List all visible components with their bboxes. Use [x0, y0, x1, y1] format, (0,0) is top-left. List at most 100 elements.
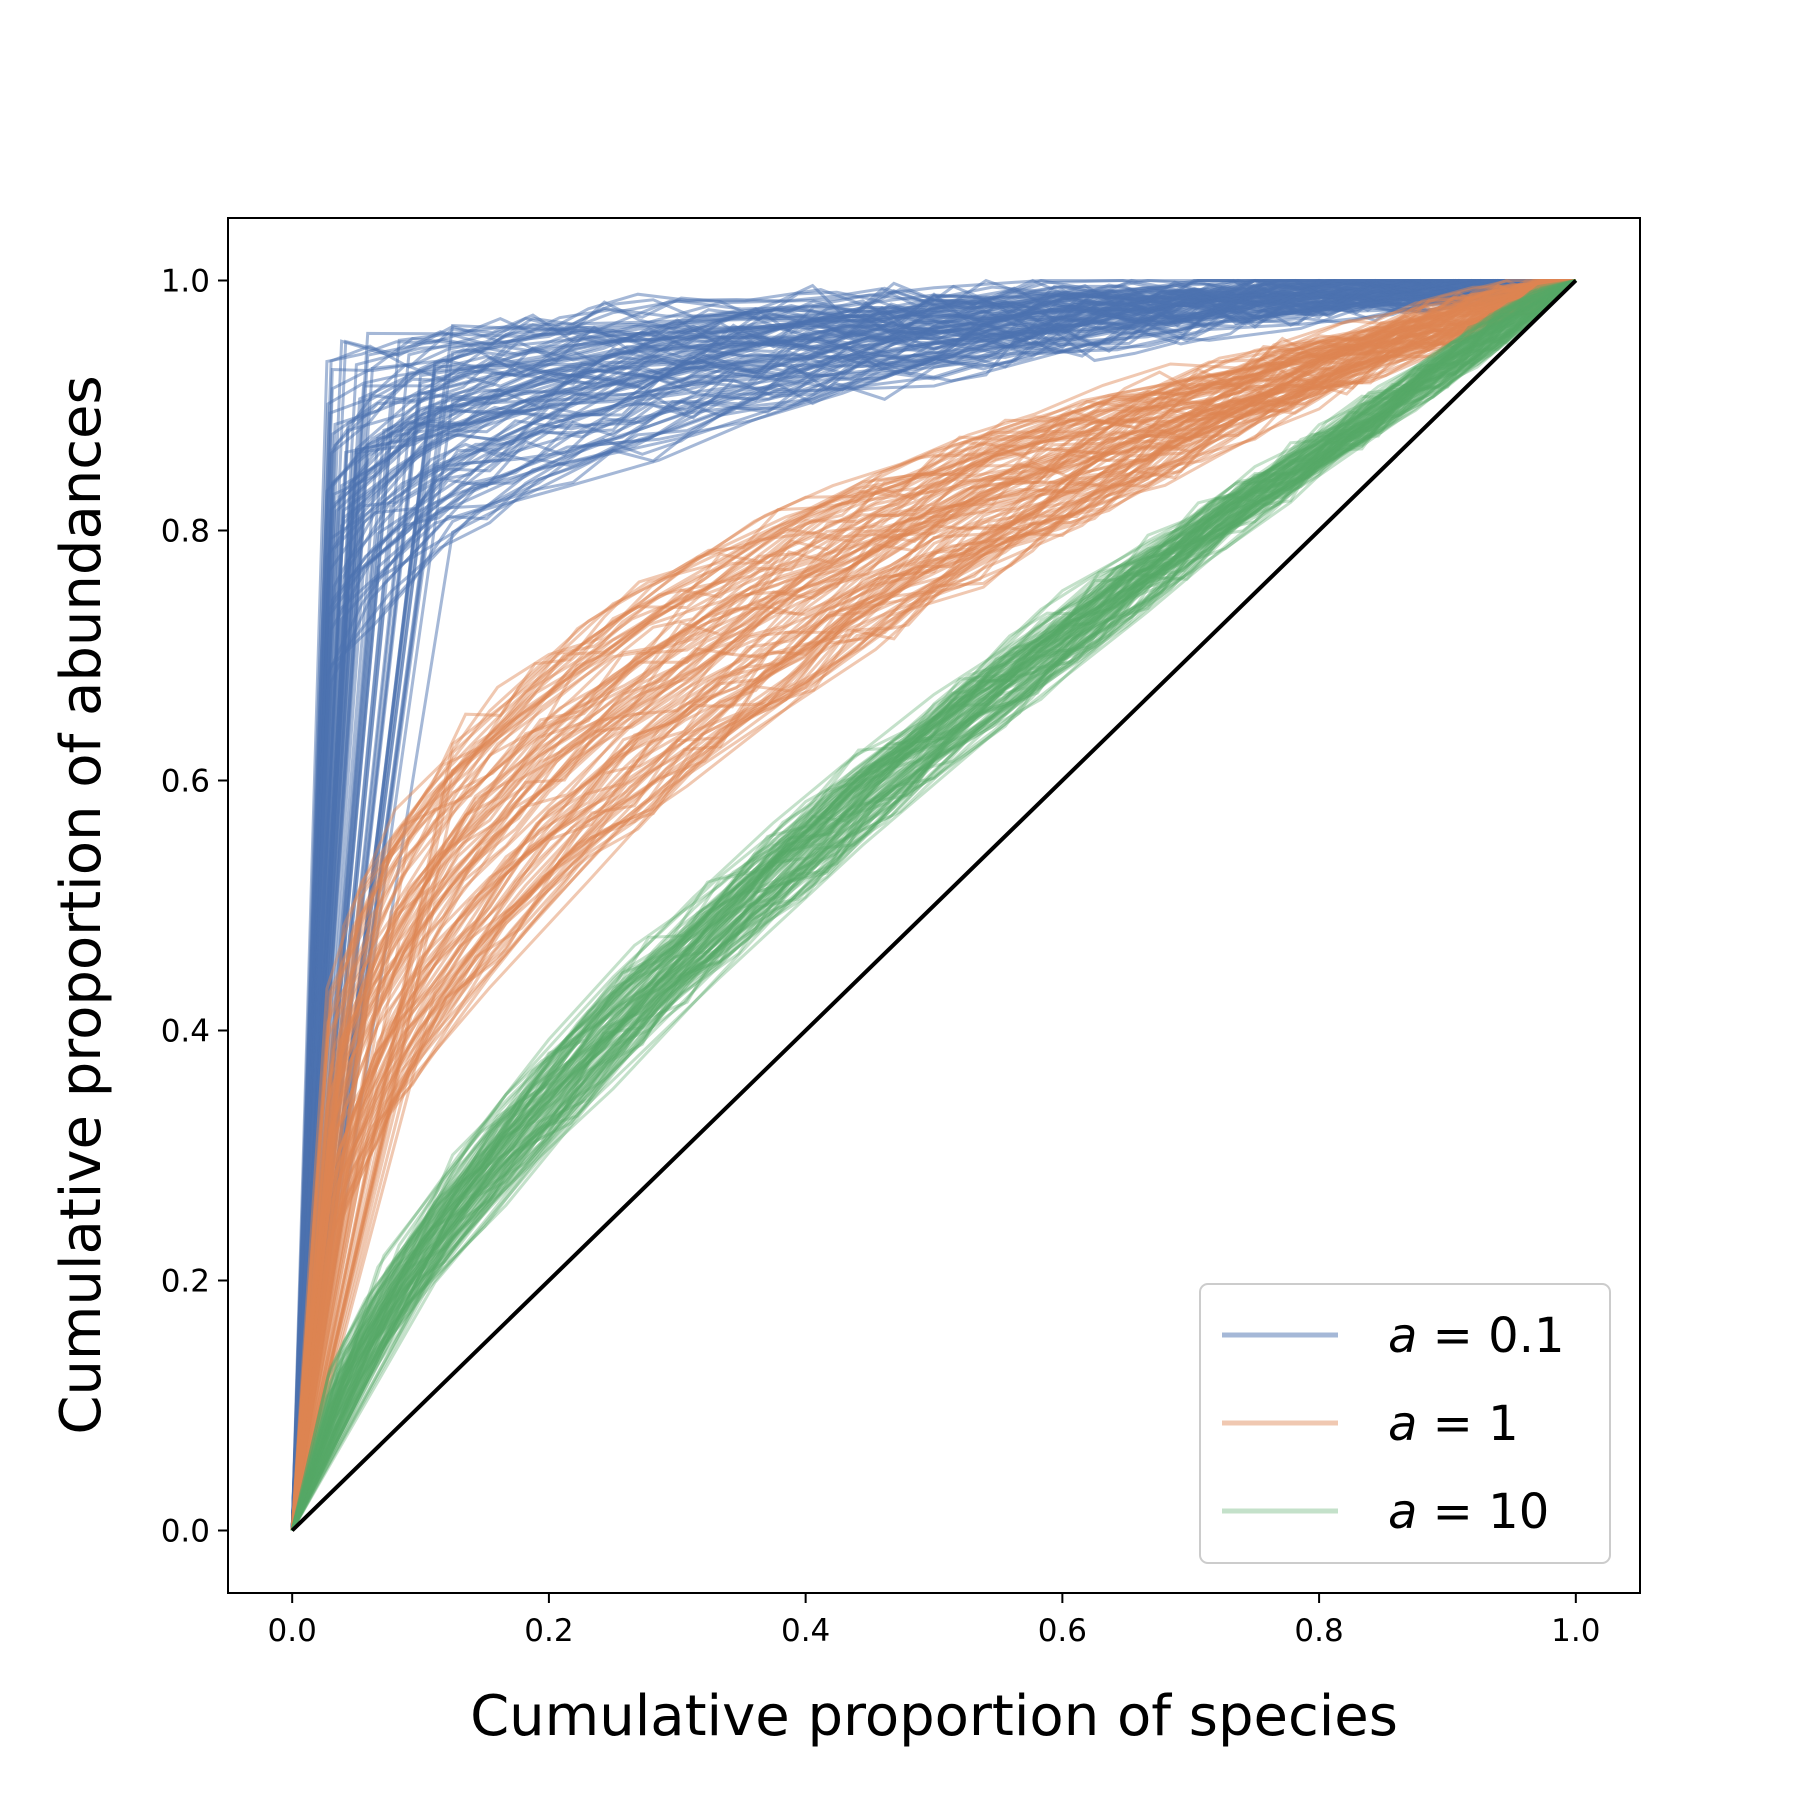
- series-1-run-line: [290, 279, 1576, 1531]
- series-1-run-line: [290, 279, 1577, 1531]
- series-1-run-line: [290, 279, 1577, 1531]
- series-2-run-line: [290, 279, 1577, 1532]
- series-1-run-line: [290, 279, 1577, 1531]
- series-1-run-line: [290, 279, 1577, 1531]
- series-2-run-line: [290, 279, 1577, 1532]
- y-tick-label: 0.4: [161, 1014, 210, 1050]
- y-axis-ticks: 0.0 0.2 0.4 0.6 0.8 1.0: [161, 264, 228, 1550]
- series-0-run-line: [290, 279, 1576, 1531]
- series-2-run-line: [290, 279, 1577, 1531]
- series-2-run-line: [290, 279, 1577, 1531]
- series-1-run-line: [290, 279, 1577, 1531]
- series-1-run-line: [290, 278, 1577, 1531]
- series-2-run-line: [290, 279, 1577, 1531]
- series-2-run-line: [290, 279, 1577, 1531]
- plot-frame: [227, 217, 1641, 1594]
- y-tick-label: 0.0: [161, 1514, 210, 1550]
- series-1-run-line: [290, 279, 1577, 1531]
- series-1-run-line: [290, 279, 1577, 1531]
- series-1-run-line: [290, 279, 1577, 1531]
- series-1-run-line: [290, 279, 1577, 1531]
- series-2-run-line: [290, 279, 1577, 1532]
- series-2-run-line: [290, 279, 1577, 1532]
- series-1-run-line: [290, 279, 1577, 1531]
- series-2-run-line: [290, 279, 1577, 1531]
- series-2-run-line: [290, 279, 1577, 1531]
- series-1-run-line: [290, 279, 1576, 1531]
- series-2-run-line: [290, 279, 1577, 1532]
- series-1-run-line: [290, 279, 1576, 1531]
- series-2-run-line: [290, 279, 1577, 1532]
- series-2-run-line: [290, 279, 1577, 1532]
- series-1-run-line: [290, 279, 1577, 1531]
- series-1-run-line: [290, 279, 1577, 1531]
- series-2-run-line: [290, 279, 1577, 1531]
- y-tick-label: 0.8: [161, 514, 210, 550]
- series-1-run-line: [290, 279, 1577, 1531]
- series-2-run-line: [290, 279, 1577, 1532]
- series-2-run-line: [290, 279, 1577, 1531]
- series-2-run-line: [290, 279, 1577, 1531]
- y-tick-label: 0.6: [161, 764, 210, 800]
- series-2-run-line: [290, 279, 1577, 1532]
- series-2-run-line: [290, 279, 1577, 1531]
- series-2-run-line: [290, 279, 1577, 1532]
- series-2-run-line: [290, 279, 1577, 1532]
- series-1-run-line: [290, 279, 1577, 1531]
- series-2-run-line: [290, 279, 1577, 1532]
- series-1-run-line: [290, 279, 1577, 1531]
- series-2-run-line: [290, 279, 1577, 1532]
- series-1-run-line: [290, 279, 1577, 1531]
- series-2-run-line: [290, 279, 1577, 1531]
- series-1-run-line: [290, 279, 1576, 1531]
- x-tick-label: 0.0: [268, 1613, 317, 1649]
- series-1-run-line: [290, 279, 1576, 1531]
- series-1-run-line: [290, 279, 1577, 1531]
- series-2-run-line: [290, 279, 1577, 1531]
- series-1-run-line: [290, 279, 1577, 1531]
- series-2-run-line: [290, 279, 1577, 1531]
- y-tick-label: 0.2: [161, 1264, 210, 1300]
- series-2-run-line: [290, 279, 1577, 1532]
- series-1-run-line: [290, 279, 1577, 1531]
- series-2-run-line: [290, 279, 1577, 1531]
- series-2-run-line: [290, 279, 1577, 1531]
- series-1-run-line: [290, 279, 1577, 1531]
- series-2-run-line: [290, 279, 1577, 1532]
- curves-layer: [290, 278, 1577, 1532]
- series-2-lines: [290, 279, 1577, 1532]
- series-2-run-line: [290, 279, 1577, 1531]
- series-2-run-line: [290, 279, 1577, 1532]
- series-2-run-line: [290, 279, 1577, 1532]
- series-2-run-line: [290, 279, 1577, 1532]
- series-2-run-line: [290, 279, 1577, 1532]
- series-2-run-line: [290, 279, 1577, 1532]
- series-1-run-line: [290, 279, 1576, 1531]
- series-2-run-line: [290, 279, 1577, 1531]
- series-2-run-line: [290, 279, 1577, 1532]
- series-1-run-line: [290, 279, 1576, 1531]
- series-1-run-line: [290, 279, 1577, 1531]
- legend-label-0: a = 0.1: [1388, 1308, 1565, 1364]
- series-2-run-line: [290, 279, 1577, 1531]
- reference-diagonal-line: [290, 279, 1578, 1532]
- series-1-run-line: [290, 279, 1577, 1531]
- series-2-run-line: [290, 279, 1577, 1531]
- series-1-run-line: [290, 279, 1576, 1531]
- series-2-run-line: [290, 279, 1577, 1532]
- series-2-run-line: [290, 279, 1577, 1531]
- series-2-run-line: [290, 279, 1577, 1532]
- series-1-run-line: [290, 279, 1577, 1531]
- series-1-run-line: [290, 279, 1576, 1531]
- series-0-run-line: [290, 279, 1576, 1531]
- series-2-run-line: [290, 279, 1577, 1532]
- series-2-run-line: [290, 279, 1577, 1532]
- series-2-run-line: [290, 279, 1577, 1532]
- x-tick-label: 0.8: [1294, 1613, 1343, 1649]
- series-2-run-line: [290, 279, 1577, 1532]
- series-1-run-line: [290, 279, 1576, 1531]
- series-0-run-line: [290, 279, 1577, 1531]
- series-2-run-line: [290, 279, 1577, 1532]
